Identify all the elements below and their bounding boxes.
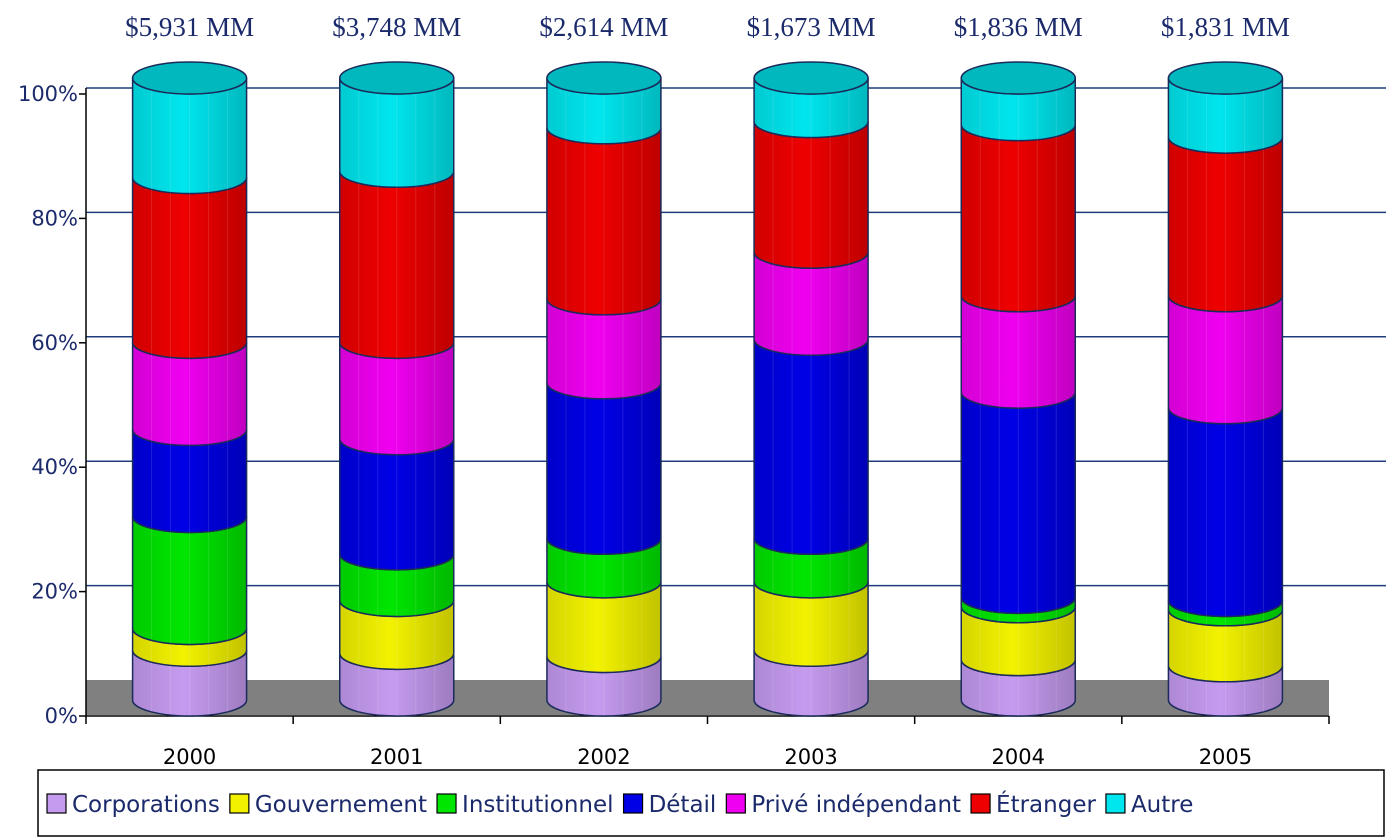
y-tick-label: 0% — [45, 704, 78, 728]
legend-item-autre: Autre — [1105, 792, 1193, 818]
x-tick-label: 2003 — [784, 745, 837, 769]
total-label: $5,931 MM — [125, 12, 254, 42]
x-tick-label: 2001 — [370, 745, 423, 769]
legend-item-prive-independant: Privé indépendant — [725, 792, 961, 818]
legend: Corporations Gouvernement Institutionnel Dé… — [37, 769, 1385, 837]
bar-column-2001 — [339, 61, 455, 717]
legend-swatch — [622, 793, 644, 814]
legend-label: Détail — [649, 792, 717, 818]
x-tick-label: 2004 — [992, 745, 1045, 769]
total-labels: $5,931 MM $3,748 MM $2,614 MM $1,673 MM $1,8… — [125, 12, 1290, 42]
bar-column-2004 — [960, 61, 1076, 717]
legend-item-gouvernement: Gouvernement — [229, 792, 427, 818]
y-tick-label: 60% — [31, 331, 78, 355]
legend-label: Autre — [1131, 792, 1193, 818]
bar-column-2003 — [753, 61, 869, 717]
bars — [131, 61, 1284, 717]
bar-top-cap-2002 — [546, 61, 662, 95]
total-label: $2,614 MM — [539, 12, 668, 42]
legend-label: Privé indépendant — [751, 792, 961, 818]
bar-top-cap-2005 — [1167, 61, 1284, 95]
x-tick-label: 2002 — [577, 745, 630, 769]
y-tick-label: 100% — [18, 82, 78, 106]
total-label: $1,673 MM — [747, 12, 876, 42]
total-label: $3,748 MM — [332, 12, 461, 42]
legend-box — [37, 769, 1385, 837]
legend-item-institutionnel: Institutionnel — [436, 792, 614, 818]
total-label: $1,831 MM — [1161, 12, 1290, 42]
legend-item-corporations: Corporations — [46, 792, 220, 818]
legend-item-detail: Détail — [622, 792, 717, 818]
bar-column-2005 — [1167, 61, 1284, 717]
legend-swatch — [229, 793, 250, 814]
bar-column-2002 — [546, 61, 662, 717]
y-tick-label: 40% — [31, 455, 78, 479]
legend-swatch — [725, 793, 746, 814]
legend-label: Institutionnel — [462, 792, 614, 818]
legend-swatch — [46, 793, 67, 814]
legend-swatch — [970, 793, 991, 814]
total-label: $1,836 MM — [954, 12, 1083, 42]
legend-swatch — [1105, 793, 1126, 814]
legend-label: Étranger — [996, 790, 1096, 818]
bar-top-cap-2000 — [131, 61, 248, 95]
legend-label: Gouvernement — [255, 792, 427, 818]
legend-item-etranger: Étranger — [970, 790, 1096, 818]
legend-label: Corporations — [72, 792, 220, 818]
legend-swatch — [436, 793, 457, 814]
axis-ticks: 0% 20% 40% 60% 80% 100% 2000 2001 2002 2003 2004 20… — [18, 82, 1330, 769]
bar-top-cap-2004 — [960, 61, 1076, 95]
bar-top-cap-2003 — [753, 61, 869, 95]
x-tick-label: 2000 — [163, 745, 216, 769]
bar-column-2000 — [131, 61, 248, 717]
bar-top-cap-2001 — [339, 61, 455, 95]
chart-floor — [86, 680, 1329, 715]
y-tick-label: 80% — [31, 206, 78, 230]
x-tick-label: 2005 — [1199, 745, 1252, 769]
y-tick-label: 20% — [31, 580, 78, 604]
